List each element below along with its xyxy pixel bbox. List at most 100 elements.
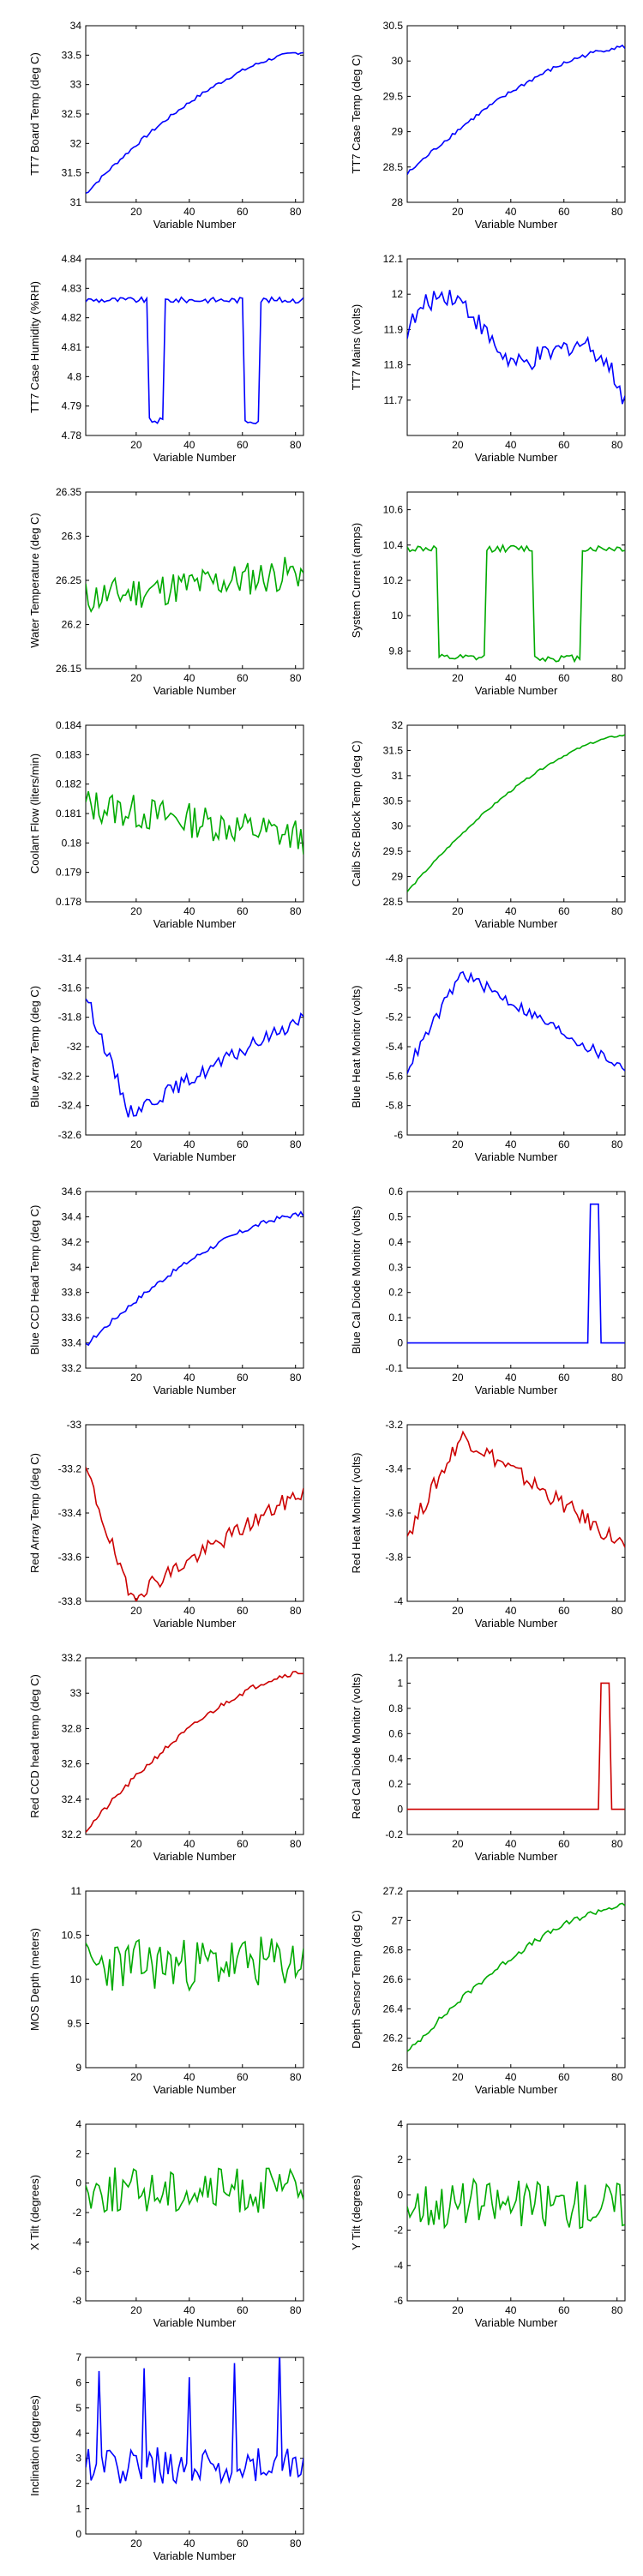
x-tick-label: 80 (290, 2537, 302, 2549)
x-tick-label: 40 (505, 1138, 517, 1150)
y-tick-label: 0.179 (56, 867, 81, 879)
x-axis-label: Variable Number (153, 2083, 237, 2096)
plot-frame (406, 958, 626, 1136)
y-tick-label: 27 (392, 1914, 404, 1926)
y-tick-label: 0.2 (388, 1287, 403, 1299)
plot-frame (406, 724, 626, 903)
chart-panel: 20 40 60 80 0.178 0.179 0.18 0.181 0.182 0.183 0.1… (28, 719, 304, 930)
series-line (86, 1670, 303, 1833)
y-tick-label: -4.8 (385, 952, 403, 964)
x-tick-label: 20 (130, 2537, 142, 2549)
chart-panel: 20 40 60 80 4.78 4.79 4.8 4.81 4.82 4.83 4.84 Varia… (28, 253, 304, 464)
x-tick-label: 20 (130, 1372, 142, 1384)
y-tick-label: -6 (394, 2295, 403, 2307)
series-line (407, 1430, 625, 1548)
y-tick-label: 0.181 (56, 808, 81, 820)
series-line (86, 1210, 303, 1347)
y-tick-label: 33.5 (62, 49, 82, 61)
series-line (407, 1682, 625, 1810)
y-tick-label: 32.2 (62, 1828, 82, 1840)
y-tick-label: 0.8 (388, 1702, 403, 1714)
y-tick-label: 30.5 (383, 795, 404, 807)
x-tick-label: 80 (290, 905, 302, 917)
y-tick-label: -6 (394, 1129, 403, 1141)
x-tick-label: 80 (611, 2304, 623, 2316)
y-tick-label: 32 (70, 137, 82, 149)
series-line (407, 2177, 625, 2230)
y-tick-label: 26.6 (383, 1973, 404, 1985)
plot-frame (85, 1657, 304, 1835)
y-tick-label: -0.2 (385, 1828, 403, 1840)
chart-panel: 20 40 60 80 28 28.5 29 29.5 30 30.5 Variable Numbe… (350, 20, 626, 231)
y-axis-label: TT7 Case Humidity (%RH) (28, 281, 41, 413)
y-axis-label: Red CCD head temp (deg C) (28, 1674, 41, 1818)
y-tick-label: 28 (392, 196, 404, 208)
y-tick-label: 0.6 (388, 1727, 403, 1739)
y-tick-label: 4.79 (62, 400, 82, 412)
y-tick-label: -5.8 (385, 1100, 403, 1112)
x-tick-label: 80 (611, 905, 623, 917)
x-tick-label: 40 (183, 1605, 195, 1617)
plot-frame (406, 491, 626, 670)
y-tick-label: -33.8 (58, 1595, 82, 1607)
y-axis-label: Blue Array Temp (deg C) (28, 986, 41, 1108)
x-tick-label: 80 (290, 2304, 302, 2316)
x-tick-label: 80 (611, 2071, 623, 2083)
y-tick-label: 34 (70, 20, 82, 32)
y-tick-label: 5 (75, 2402, 81, 2414)
y-tick-label: -4 (394, 1595, 403, 1607)
y-tick-label: 34.4 (62, 1210, 82, 1222)
x-tick-label: 80 (290, 439, 302, 451)
y-tick-label: -3.6 (385, 1507, 403, 1519)
y-tick-label: -6 (72, 2266, 81, 2278)
y-tick-label: 33.8 (62, 1287, 82, 1299)
x-tick-label: 40 (183, 905, 195, 917)
y-tick-label: 29 (392, 871, 404, 883)
y-tick-label: 0.182 (56, 778, 81, 790)
y-tick-label: -0.1 (385, 1362, 403, 1374)
x-tick-label: 40 (505, 1838, 517, 1850)
x-tick-label: 40 (505, 206, 517, 218)
chart-panel: 20 40 60 80 0 1 2 3 4 5 6 7 Variable Number Inclinati… (28, 2351, 304, 2562)
y-tick-label: 32 (392, 719, 404, 731)
x-tick-label: 80 (290, 1605, 302, 1617)
y-tick-label: 0 (397, 1804, 403, 1816)
y-tick-label: 9.8 (388, 645, 403, 657)
y-tick-label: -2 (394, 2225, 403, 2237)
plot-frame (85, 1191, 304, 1369)
x-tick-label: 60 (237, 439, 249, 451)
x-tick-label: 60 (558, 1138, 570, 1150)
series-line (86, 2357, 303, 2485)
y-axis-label: Blue Heat Monitor (volts) (350, 985, 363, 1108)
x-tick-label: 60 (558, 206, 570, 218)
y-axis-label: MOS Depth (meters) (28, 1928, 41, 2031)
x-tick-label: 40 (183, 1838, 195, 1850)
x-axis-label: Variable Number (153, 2316, 237, 2329)
x-tick-label: 20 (452, 2071, 464, 2083)
plot-frame (85, 1424, 304, 1602)
chart-panel: 20 40 60 80 26 26.2 26.4 26.6 26.8 27 27.2 Variable… (350, 1885, 626, 2096)
y-tick-label: 0.3 (388, 1261, 403, 1273)
x-axis-label: Variable Number (475, 1617, 558, 1630)
y-tick-label: -31.4 (58, 952, 82, 964)
x-axis-label: Variable Number (475, 1150, 558, 1163)
plot-frame (85, 2123, 304, 2302)
series-line (407, 290, 625, 405)
plot-frame (406, 25, 626, 203)
y-tick-label: 26.4 (383, 2003, 404, 2015)
chart-panel: 20 40 60 80 9.8 10 10.2 10.4 10.6 Variable Number… (350, 491, 626, 697)
x-tick-label: 80 (290, 1838, 302, 1850)
x-axis-label: Variable Number (475, 218, 558, 231)
y-axis-label: Red Array Temp (deg C) (28, 1453, 41, 1573)
chart-panel: 20 40 60 80 11.7 11.8 11.9 12 12.1 Variable Numbe… (350, 253, 626, 464)
x-tick-label: 80 (290, 1138, 302, 1150)
x-tick-label: 40 (505, 2071, 517, 2083)
y-tick-label: 0.5 (388, 1210, 403, 1222)
x-tick-label: 20 (452, 2304, 464, 2316)
y-tick-label: -33 (67, 1419, 82, 1431)
y-tick-label: 4.83 (62, 282, 82, 294)
y-tick-label: 0 (75, 2528, 81, 2540)
series-line (86, 296, 303, 425)
y-axis-label: TT7 Mains (volts) (350, 304, 363, 390)
